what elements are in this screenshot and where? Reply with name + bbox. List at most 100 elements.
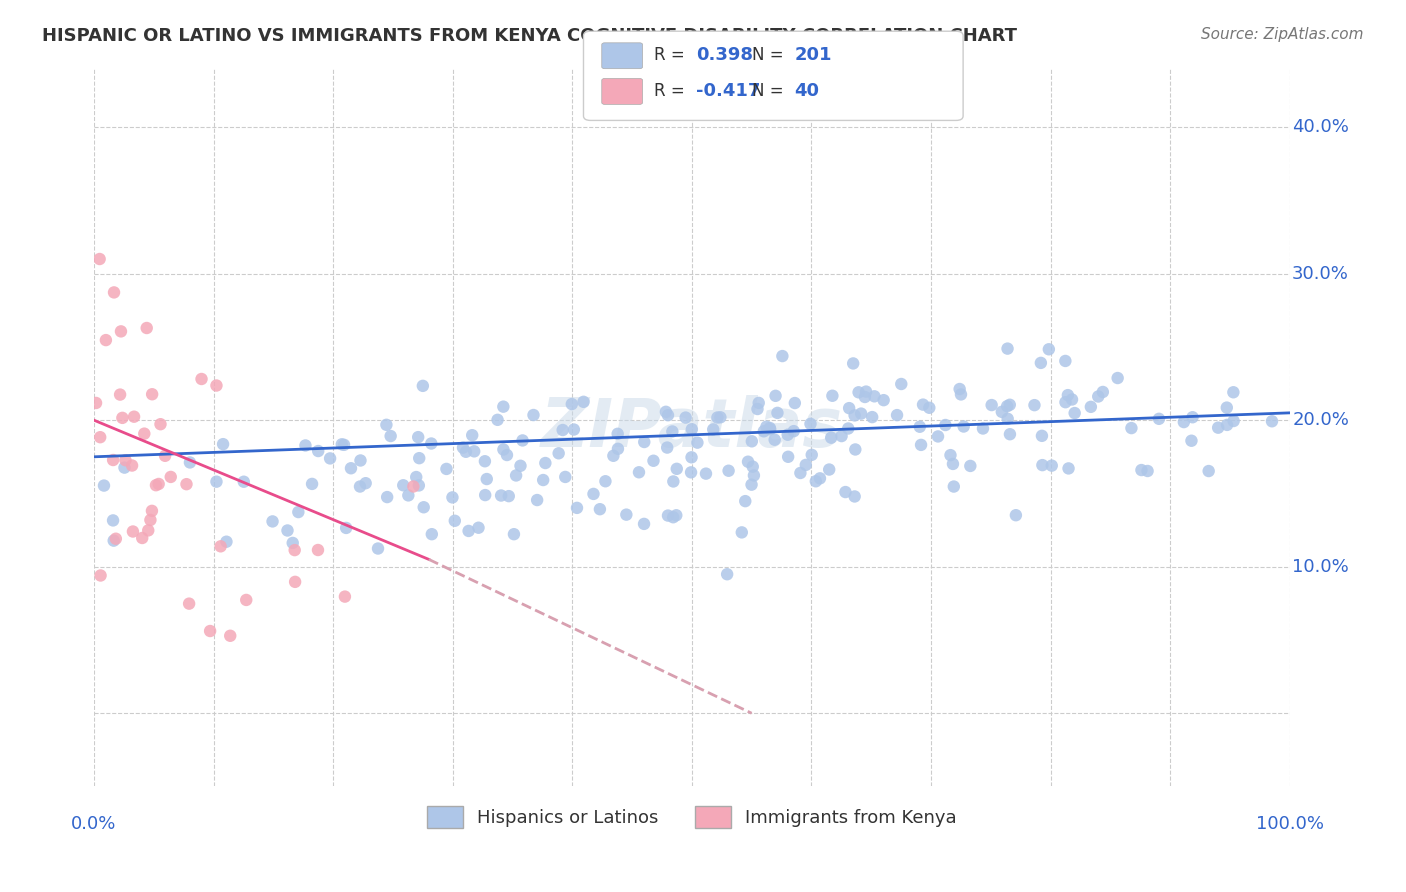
Point bbox=[702, 422, 724, 436]
Point bbox=[633, 435, 655, 450]
Point bbox=[262, 515, 284, 529]
Point bbox=[294, 438, 316, 452]
Point bbox=[657, 408, 679, 422]
Point bbox=[101, 513, 124, 527]
Point bbox=[354, 476, 377, 491]
Point bbox=[198, 624, 221, 638]
Point bbox=[141, 387, 163, 401]
Point bbox=[737, 455, 759, 469]
Point bbox=[141, 504, 163, 518]
Point bbox=[496, 448, 519, 462]
Point bbox=[122, 409, 145, 424]
Point bbox=[367, 541, 389, 556]
Point bbox=[408, 478, 430, 492]
Point bbox=[319, 451, 342, 466]
Point bbox=[457, 524, 479, 538]
Point bbox=[1005, 508, 1028, 523]
Point bbox=[778, 450, 800, 464]
Point bbox=[572, 394, 595, 409]
Point bbox=[436, 462, 458, 476]
Point bbox=[159, 470, 181, 484]
Point bbox=[820, 431, 842, 445]
Point bbox=[800, 448, 823, 462]
Point bbox=[1222, 414, 1244, 428]
Point bbox=[467, 521, 489, 535]
Point bbox=[1107, 371, 1129, 385]
Point bbox=[215, 534, 238, 549]
Point bbox=[103, 533, 125, 548]
Point bbox=[1031, 429, 1053, 443]
Point bbox=[551, 423, 574, 437]
Text: 201: 201 bbox=[794, 46, 832, 64]
Point bbox=[209, 539, 232, 553]
Point bbox=[509, 458, 531, 473]
Point bbox=[420, 527, 443, 541]
Point bbox=[531, 473, 554, 487]
Point bbox=[643, 454, 665, 468]
Point bbox=[942, 479, 965, 493]
Point bbox=[93, 478, 115, 492]
Point bbox=[662, 475, 685, 489]
Point bbox=[121, 458, 143, 473]
Point bbox=[463, 444, 485, 458]
Point bbox=[284, 574, 307, 589]
Point bbox=[860, 410, 883, 425]
Point bbox=[1060, 392, 1083, 407]
Point bbox=[783, 424, 806, 438]
Point bbox=[681, 450, 703, 465]
Point bbox=[1121, 421, 1143, 435]
Text: N =: N = bbox=[752, 82, 789, 100]
Point bbox=[1198, 464, 1220, 478]
Point bbox=[561, 397, 583, 411]
Point bbox=[1024, 398, 1046, 412]
Point bbox=[844, 490, 866, 504]
Point bbox=[911, 398, 934, 412]
Point bbox=[998, 398, 1021, 412]
Text: 0.398: 0.398 bbox=[696, 46, 754, 64]
Point bbox=[1206, 420, 1229, 434]
Point bbox=[1136, 464, 1159, 478]
Point bbox=[349, 479, 371, 493]
Point bbox=[474, 454, 496, 468]
Point bbox=[890, 376, 912, 391]
Point bbox=[489, 489, 512, 503]
Point bbox=[765, 389, 787, 403]
Point bbox=[709, 410, 731, 425]
Point bbox=[554, 470, 576, 484]
Point bbox=[454, 444, 477, 458]
Point bbox=[333, 438, 356, 452]
Point bbox=[741, 459, 763, 474]
Point bbox=[461, 428, 484, 442]
Point bbox=[910, 438, 932, 452]
Point bbox=[335, 521, 357, 535]
Point bbox=[114, 460, 136, 475]
Point bbox=[219, 629, 242, 643]
Point bbox=[759, 421, 782, 435]
Point bbox=[849, 407, 872, 421]
Point bbox=[89, 252, 111, 266]
Point bbox=[486, 413, 509, 427]
Point bbox=[918, 401, 941, 415]
Point bbox=[287, 505, 309, 519]
Point bbox=[212, 437, 235, 451]
Point bbox=[783, 396, 806, 410]
Text: 100.0%: 100.0% bbox=[1256, 815, 1324, 833]
Point bbox=[1057, 388, 1080, 402]
Point bbox=[534, 456, 557, 470]
Text: N =: N = bbox=[752, 46, 789, 64]
Point bbox=[831, 429, 853, 443]
Point bbox=[526, 493, 548, 508]
Legend: Hispanics or Latinos, Immigrants from Kenya: Hispanics or Latinos, Immigrants from Ke… bbox=[419, 798, 965, 835]
Point bbox=[131, 531, 153, 545]
Point bbox=[135, 321, 157, 335]
Point bbox=[498, 489, 520, 503]
Point bbox=[657, 508, 679, 523]
Point bbox=[108, 387, 131, 401]
Point bbox=[134, 426, 156, 441]
Point bbox=[284, 543, 307, 558]
Point bbox=[1261, 414, 1284, 428]
Point bbox=[818, 462, 841, 476]
Point bbox=[505, 468, 527, 483]
Point bbox=[110, 324, 132, 338]
Point bbox=[607, 442, 630, 456]
